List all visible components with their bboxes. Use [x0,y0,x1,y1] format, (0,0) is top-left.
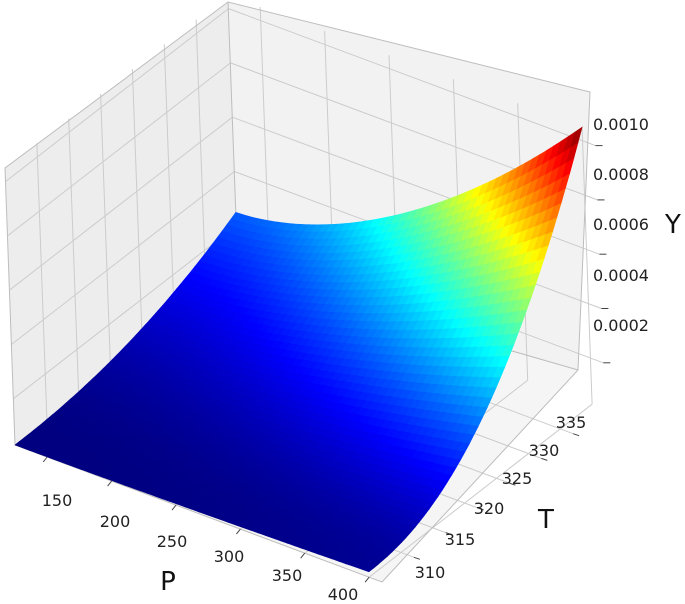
p-tick-label: 200 [100,512,131,531]
surface-patch [360,565,375,573]
p-tick [42,456,48,463]
y-axis-title: Y [664,210,681,240]
p-tick-label: 350 [272,566,303,585]
p-tick-label: 250 [157,532,188,551]
t-tick-label: 335 [556,413,587,432]
t-tick [477,507,484,511]
y-tick-label: 0.0010 [593,115,649,134]
tick-marks [42,145,611,583]
p-tick [364,576,370,583]
p-tick [236,528,241,535]
p-tick [107,480,112,487]
p-tick [300,552,306,559]
t-tick-label: 325 [502,469,533,488]
grid-line [368,403,593,578]
t-tick-label: 310 [415,563,446,582]
t-tick-label: 330 [529,441,560,460]
y-tick-label: 0.0004 [593,266,649,285]
y-tick-label: 0.0002 [593,316,649,335]
t-tick [541,457,548,461]
t-tick [413,556,421,560]
grid-line [9,116,233,291]
left-pane [5,2,238,445]
t-tick-label: 315 [445,530,476,549]
grid-line [7,62,231,237]
surface-plot [14,126,583,573]
t-axis-title: T [537,505,554,535]
p-tick-label: 400 [328,585,359,604]
p-tick-label: 150 [42,491,73,510]
p-axis-title: P [160,567,176,597]
y-tick-label: 0.0008 [593,165,649,184]
grid-line [12,225,237,400]
grid-line [228,8,596,147]
t-tick [509,482,516,486]
p-tick [171,504,177,511]
t-tick [445,532,452,536]
y-tick-label: 0.0006 [593,215,649,234]
grid-line [11,171,235,345]
t-tick-label: 320 [474,499,505,518]
t-tick [572,433,580,437]
pane-edges [4,1,591,583]
p-tick-label: 300 [214,547,245,566]
grid-line [5,8,229,182]
